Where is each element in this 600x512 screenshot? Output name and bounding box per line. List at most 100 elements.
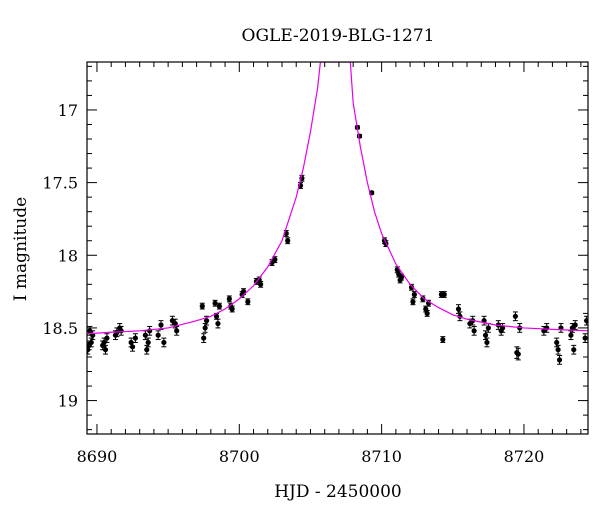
data-point: [471, 325, 477, 336]
plot-frame: [86, 61, 589, 435]
y-tick-label: 17.5: [42, 174, 78, 193]
point-marker: [455, 306, 462, 312]
point-marker: [212, 300, 218, 306]
data-point: [215, 318, 221, 329]
point-marker: [471, 328, 477, 334]
data-point: [484, 337, 490, 348]
data-point: [161, 337, 167, 348]
data-point: [229, 305, 235, 313]
point-marker: [240, 288, 247, 295]
point-marker: [424, 310, 430, 316]
data-point: [583, 315, 588, 326]
point-marker: [583, 318, 588, 324]
x-tick-label: 8720: [504, 447, 545, 466]
data-point: [258, 280, 264, 288]
data-point: [155, 330, 161, 341]
y-tick-label: 18.5: [42, 319, 78, 338]
point-marker: [102, 347, 109, 353]
point-marker: [155, 332, 161, 338]
point-marker: [515, 351, 521, 357]
data-point: [132, 333, 138, 343]
data-point: [411, 291, 417, 298]
axis-ticks: [87, 62, 588, 434]
data-point: [102, 344, 109, 355]
point-marker: [484, 339, 490, 346]
data-point: [558, 323, 564, 333]
point-marker: [410, 299, 416, 305]
point-marker: [568, 332, 574, 338]
x-axis-label: HJD - 2450000: [274, 482, 402, 502]
point-marker: [420, 296, 426, 302]
point-marker: [203, 318, 210, 324]
model-curve: [87, 62, 588, 335]
data-point: [226, 295, 232, 303]
data-point: [145, 337, 151, 348]
point-marker: [485, 325, 491, 331]
data-point: [556, 355, 563, 365]
data-point: [481, 315, 487, 326]
point-marker: [172, 320, 178, 327]
data-point: [104, 333, 110, 343]
model-line: [87, 62, 588, 335]
data-point: [101, 337, 107, 348]
point-marker: [258, 281, 264, 287]
data-point: [285, 237, 291, 245]
point-marker: [216, 303, 222, 309]
data-point: [424, 309, 430, 317]
data-point: [441, 291, 447, 298]
point-marker: [142, 332, 148, 338]
point-marker: [215, 320, 221, 327]
data-point: [272, 256, 278, 264]
axis-tick-labels: 8690 8700 8710 8720 17 17.5 18 18.5 19: [42, 101, 544, 466]
point-marker: [147, 328, 153, 334]
y-tick-label: 19: [58, 392, 78, 411]
data-point: [571, 344, 577, 355]
point-marker: [229, 306, 235, 312]
point-marker: [88, 339, 94, 346]
data-point: [555, 344, 561, 355]
point-marker: [201, 335, 207, 341]
point-marker: [118, 328, 124, 334]
point-marker: [571, 347, 577, 353]
point-marker: [500, 325, 506, 331]
point-marker: [104, 335, 110, 341]
data-point: [515, 347, 521, 361]
point-marker: [554, 339, 560, 346]
point-marker: [144, 347, 150, 353]
point-marker: [132, 335, 138, 341]
point-marker: [398, 274, 405, 280]
data-point: [212, 299, 218, 307]
y-tick-label: 18: [58, 246, 78, 265]
data-point: [410, 298, 416, 306]
data-point: [199, 302, 205, 310]
point-marker: [213, 313, 220, 319]
point-marker: [272, 257, 278, 263]
point-marker: [145, 339, 151, 346]
point-marker: [245, 299, 251, 305]
point-marker: [199, 303, 205, 309]
data-point: [216, 302, 222, 310]
data-point: [572, 320, 578, 330]
data-point: [201, 333, 207, 343]
y-tick-label: 17: [58, 101, 78, 120]
point-marker: [174, 328, 180, 334]
chart-title: OGLE-2019-BLG-1271: [242, 26, 435, 46]
point-marker: [408, 284, 415, 290]
x-tick-label: 8700: [219, 447, 260, 466]
x-tick-label: 8690: [77, 447, 118, 466]
point-marker: [158, 322, 164, 328]
point-marker: [87, 328, 93, 334]
data-point: [582, 333, 588, 343]
data-point: [440, 336, 446, 343]
point-marker: [129, 344, 136, 350]
data-point: [245, 298, 251, 306]
data-point: [283, 230, 289, 237]
data-point: [512, 311, 519, 322]
point-marker: [161, 339, 167, 346]
point-marker: [512, 313, 519, 319]
data-point: [147, 325, 153, 336]
point-marker: [101, 339, 107, 346]
y-axis-label: I magnitude: [11, 197, 31, 301]
point-marker: [441, 291, 447, 298]
